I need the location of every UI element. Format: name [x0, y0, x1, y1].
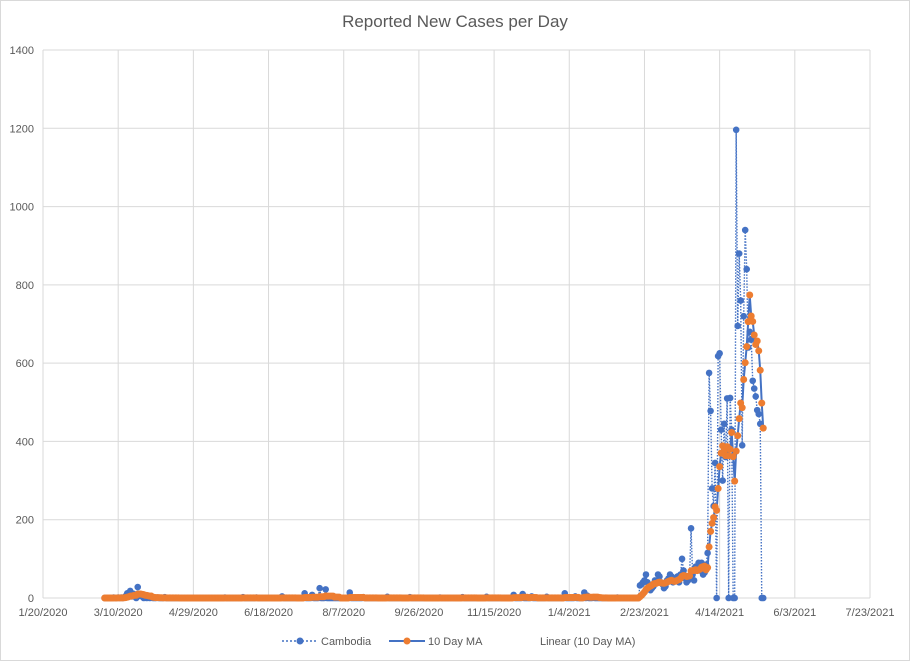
ma-point	[755, 347, 763, 355]
series-cambodia	[101, 126, 767, 602]
ma-point	[726, 445, 734, 453]
cambodia-point	[755, 410, 763, 418]
cambodia-point	[713, 594, 720, 602]
x-axis-ticks: 1/20/2020 3/10/2020 4/29/2020 6/18/2020 8/7/…	[19, 607, 895, 619]
y-tick-label: 800	[16, 280, 34, 292]
x-tick-label: 3/10/2020	[94, 607, 143, 619]
x-tick-label: 11/15/2020	[467, 607, 521, 619]
y-tick-label: 1200	[10, 123, 34, 135]
cambodia-point	[656, 573, 663, 580]
y-axis-ticks: 0 200 400 600 800 1000 1200 1400	[10, 45, 34, 605]
cambodia-point	[759, 594, 767, 602]
legend-cambodia-label: Cambodia	[321, 636, 372, 648]
ma-point	[713, 506, 721, 514]
cambodia-point	[716, 350, 723, 357]
cambodia-point	[740, 312, 747, 320]
legend-linear-label: Linear (10 Day MA)	[540, 636, 635, 648]
x-tick-label: 2/23/2021	[620, 607, 669, 619]
ma-point	[734, 432, 742, 440]
cambodia-point	[750, 385, 758, 392]
gridlines	[42, 49, 871, 599]
y-tick-label: 0	[28, 593, 34, 605]
ma-point	[743, 343, 751, 351]
ma-point	[710, 514, 718, 522]
cambodia-point	[680, 567, 687, 574]
cambodia-point	[741, 226, 749, 234]
ma-point	[735, 415, 743, 423]
cambodia-point	[725, 594, 732, 602]
cambodia-point	[134, 583, 142, 591]
ma-point	[704, 564, 712, 572]
cambodia-point	[720, 420, 728, 428]
cambodia-point	[678, 555, 686, 563]
cambodia-point	[707, 407, 714, 415]
ma-point	[746, 291, 754, 299]
ma-point	[731, 477, 739, 485]
legend-ma-label: 10 Day MA	[428, 636, 483, 648]
cambodia-point	[711, 459, 719, 467]
x-tick-label: 4/14/2021	[695, 607, 744, 619]
legend: Cambodia 10 Day MA Linear (10 Day MA)	[282, 636, 635, 648]
cambodia-point	[743, 265, 751, 273]
series-10-day-ma	[101, 291, 767, 602]
ma-point	[741, 359, 749, 367]
y-tick-label: 200	[16, 515, 34, 527]
chart-title: Reported New Cases per Day	[342, 12, 568, 31]
cambodia-point	[734, 322, 741, 330]
cambodia-line	[104, 129, 764, 601]
cambodia-point	[731, 594, 738, 602]
y-tick-label: 600	[16, 358, 34, 370]
cambodia-point	[708, 485, 716, 492]
cambodia-point	[735, 250, 743, 257]
cambodia-point	[316, 584, 323, 592]
cambodia-point	[752, 393, 760, 400]
ma-point	[747, 312, 755, 320]
ma-point	[708, 519, 716, 527]
cambodia-point	[726, 394, 734, 402]
cambodia-point	[690, 577, 698, 584]
ma-point	[759, 424, 767, 432]
ma-point	[758, 399, 766, 407]
cambodia-point	[717, 426, 725, 433]
cambodia-point	[749, 377, 757, 385]
x-tick-label: 7/23/2021	[846, 607, 895, 619]
x-tick-label: 6/3/2021	[773, 607, 816, 619]
ma-point	[707, 527, 715, 535]
y-tick-label: 1000	[10, 202, 34, 214]
legend-cambodia-marker	[296, 637, 304, 645]
x-tick-label: 1/4/2021	[548, 607, 591, 619]
x-tick-label: 9/26/2020	[394, 607, 443, 619]
cambodia-point	[642, 571, 650, 578]
ma-point	[728, 428, 736, 436]
ma-point	[738, 404, 746, 412]
ma-point	[705, 543, 713, 551]
cambodia-point	[687, 525, 695, 532]
x-tick-label: 1/20/2020	[19, 607, 68, 619]
x-tick-label: 6/18/2020	[244, 607, 293, 619]
ma-point	[714, 485, 722, 493]
cambodia-point	[732, 126, 740, 134]
ma-point	[750, 331, 758, 339]
x-tick-label: 4/29/2020	[169, 607, 218, 619]
cambodia-point	[738, 442, 746, 449]
ma-point	[749, 317, 757, 325]
ma-point	[756, 366, 764, 374]
ma-point	[753, 337, 761, 345]
y-tick-label: 1400	[10, 45, 34, 57]
y-tick-label: 400	[16, 436, 34, 448]
x-tick-label: 8/7/2020	[322, 607, 365, 619]
cambodia-point	[322, 586, 329, 593]
ma-line	[104, 294, 765, 599]
ma-point	[740, 376, 748, 384]
legend-ma-marker	[403, 637, 411, 645]
ma-point	[716, 463, 724, 471]
ma-point	[729, 453, 737, 461]
cambodia-point	[737, 297, 744, 304]
cambodia-point	[705, 369, 713, 377]
cambodia-point	[719, 477, 726, 484]
ma-point	[732, 447, 740, 455]
